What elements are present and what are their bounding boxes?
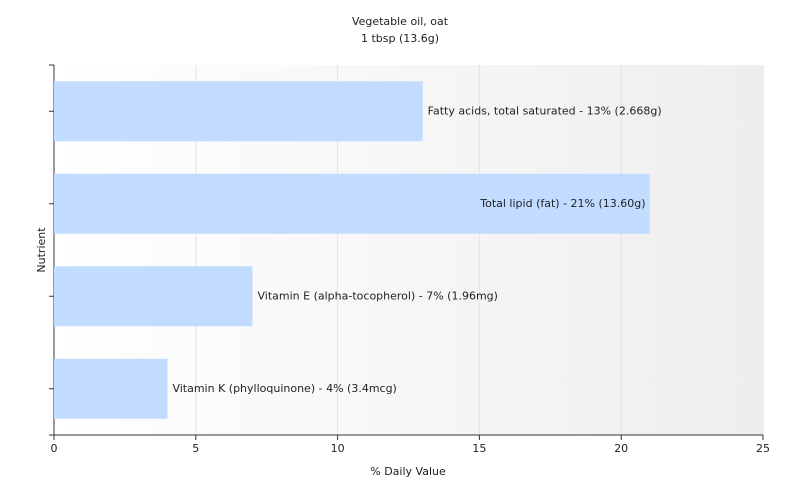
x-tick-label: 10 <box>331 442 345 455</box>
data-label: Vitamin E (alpha-tocopherol) - 7% (1.96m… <box>258 289 498 302</box>
y-axis-label: Nutrient <box>35 227 48 273</box>
bar <box>54 266 253 327</box>
bar <box>54 81 423 142</box>
x-tick-label: 25 <box>756 442 770 455</box>
data-label: Fatty acids, total saturated - 13% (2.66… <box>428 104 662 117</box>
chart-subtitle: 1 tbsp (13.6g) <box>361 32 439 45</box>
bar <box>54 358 168 419</box>
bar <box>54 173 650 234</box>
data-label: Total lipid (fat) - 21% (13.60g) <box>479 197 645 210</box>
chart-title: Vegetable oil, oat <box>352 15 449 28</box>
x-tick-label: 15 <box>472 442 486 455</box>
x-axis-label: % Daily Value <box>370 465 446 478</box>
data-label: Vitamin K (phylloquinone) - 4% (3.4mcg) <box>172 382 396 395</box>
x-tick-label: 5 <box>192 442 199 455</box>
x-tick-label: 20 <box>614 442 628 455</box>
x-tick-label: 0 <box>51 442 58 455</box>
